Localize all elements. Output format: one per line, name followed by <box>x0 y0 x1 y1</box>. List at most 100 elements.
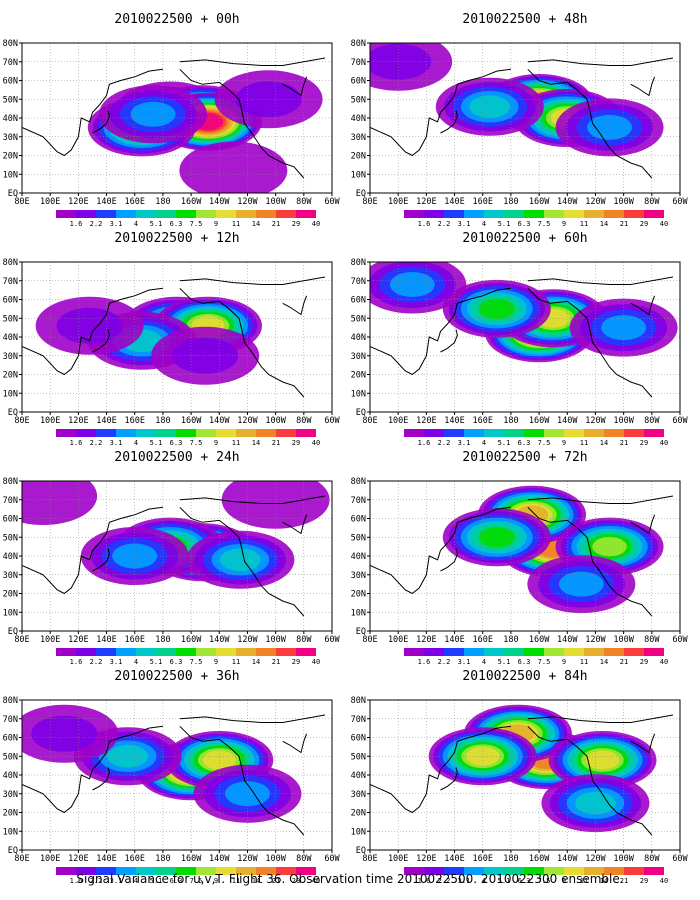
coastline <box>527 287 653 398</box>
map-panel-6: 2010022500 + 72h 80E 100E 120E 140E 160E 180 16… <box>351 450 689 666</box>
colorbar-label: 9 <box>214 439 218 447</box>
x-tick-label: 80E <box>362 197 377 207</box>
panel-title: 2010022500 + 84h <box>462 669 587 684</box>
colorbar-label: 6.3 <box>170 877 183 885</box>
y-tick-label: 70N <box>351 277 366 287</box>
colorbar-label: 14 <box>252 658 260 666</box>
y-tick-label: 80N <box>351 39 366 49</box>
y-tick-label: 40N <box>3 552 18 562</box>
colorbar-swatch <box>424 867 444 875</box>
x-tick-label: 140E <box>444 416 464 426</box>
y-tick-label: 20N <box>351 809 366 819</box>
y-tick-label: 50N <box>351 95 366 105</box>
colorbar-swatch <box>216 210 236 218</box>
coastline <box>630 514 656 535</box>
colorbar-swatch <box>464 648 484 656</box>
colorbar-swatch <box>584 429 604 437</box>
y-tick-label: 10N <box>3 827 18 837</box>
colorbar-swatch <box>404 867 424 875</box>
y-tick-label: 80N <box>3 696 18 706</box>
x-tick-label: 180 <box>503 416 518 426</box>
colorbar-label: 7.5 <box>190 220 203 228</box>
grid-lines <box>370 262 680 412</box>
coastline <box>179 506 305 617</box>
colorbar-label: 11 <box>232 877 240 885</box>
colorbar-swatch <box>644 210 664 218</box>
x-tick-label: 80E <box>362 635 377 645</box>
colorbar-swatch <box>604 867 624 875</box>
colorbar-label: 21 <box>272 220 280 228</box>
coastline <box>440 548 458 572</box>
variance-field <box>22 704 302 823</box>
colorbar-label: 40 <box>312 877 320 885</box>
colorbar: 1.6 2.2 3.1 4 5.1 6.3 7.5 9 11 14 21 29 40 <box>404 210 668 228</box>
y-tick-label: 50N <box>351 533 366 543</box>
y-tick-label: 20N <box>351 590 366 600</box>
colorbar-label: 21 <box>620 658 628 666</box>
colorbar-swatch <box>96 867 116 875</box>
colorbar-swatch <box>604 210 624 218</box>
colorbar-swatch <box>176 210 196 218</box>
coastline <box>282 295 308 316</box>
colorbar-swatch <box>76 648 96 656</box>
colorbar-swatch <box>464 210 484 218</box>
colorbar-swatch <box>404 210 424 218</box>
colorbar-swatch <box>644 867 664 875</box>
x-tick-label: 100E <box>40 854 60 864</box>
colorbar-label: 40 <box>660 439 668 447</box>
colorbar-swatch <box>564 648 584 656</box>
x-tick-label: 80W <box>296 197 312 207</box>
colorbar-swatch <box>464 429 484 437</box>
colorbar-label: 6.3 <box>518 658 531 666</box>
colorbar-swatch <box>236 867 256 875</box>
coastline <box>370 287 511 376</box>
colorbar-swatch <box>504 648 524 656</box>
colorbar-swatch <box>256 429 276 437</box>
map-panel-0: 2010022500 + 00h 80E 100E 120E 140E 160E 180 16… <box>3 12 341 228</box>
coastline <box>370 725 511 814</box>
y-tick-label: 20N <box>351 152 366 162</box>
x-tick-label: 160E <box>124 416 144 426</box>
x-tick-label: 100W <box>265 854 286 864</box>
y-tick-label: 40N <box>351 114 366 124</box>
colorbar-label: 1.6 <box>70 220 83 228</box>
x-tick-label: 60W <box>672 854 688 864</box>
colorbar-swatch <box>444 867 464 875</box>
y-tick-label: 50N <box>3 533 18 543</box>
panel-title: 2010022500 + 60h <box>462 231 587 246</box>
y-tick-label: 70N <box>351 715 366 725</box>
x-tick-label: 120W <box>237 416 258 426</box>
y-tick-label: EQ <box>356 846 366 856</box>
colorbar-label: 1.6 <box>418 439 431 447</box>
grid-lines <box>22 700 332 850</box>
colorbar-swatch <box>76 429 96 437</box>
coastlines <box>370 495 674 617</box>
x-tick-label: 80W <box>296 854 312 864</box>
variance-field <box>428 704 657 833</box>
colorbar-label: 4 <box>482 439 486 447</box>
y-tick-label: EQ <box>8 846 18 856</box>
colorbar-swatch <box>584 210 604 218</box>
colorbar-label: 11 <box>232 220 240 228</box>
colorbar-swatch <box>296 867 316 875</box>
x-tick-label: 140W <box>209 416 230 426</box>
coastline <box>527 276 674 285</box>
colorbar-label: 9 <box>214 220 218 228</box>
y-tick-label: 70N <box>3 715 18 725</box>
x-tick-label: 160W <box>181 197 202 207</box>
coastline <box>527 68 653 179</box>
x-tick-label: 100E <box>388 635 408 645</box>
x-tick-label: 120W <box>585 416 606 426</box>
colorbar-label: 3.1 <box>110 439 123 447</box>
x-tick-label: 80W <box>644 416 660 426</box>
colorbar-label: 5.1 <box>150 220 163 228</box>
colorbar-swatch <box>444 648 464 656</box>
y-tick-label: EQ <box>8 408 18 418</box>
colorbar-swatch <box>544 867 564 875</box>
y-tick-label: 50N <box>3 95 18 105</box>
x-tick-label: 100W <box>265 197 286 207</box>
coastline <box>92 329 110 353</box>
colorbar-label: 6.3 <box>518 220 531 228</box>
y-tick-label: 80N <box>351 258 366 268</box>
colorbar-label: 29 <box>640 877 648 885</box>
